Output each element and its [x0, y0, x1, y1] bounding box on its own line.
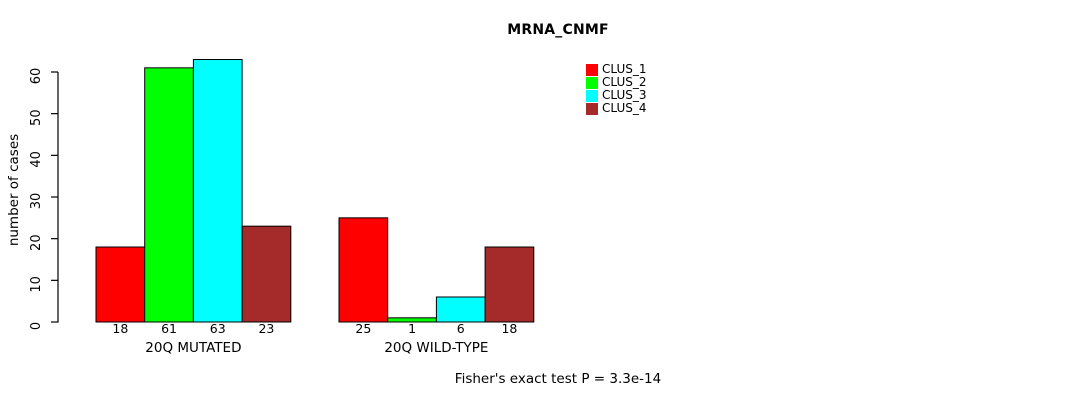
bar-value-label: 6 [457, 321, 465, 336]
legend-label: CLUS_3 [602, 88, 647, 102]
y-tick-label: 0 [29, 322, 44, 330]
bar-clus_4-group-1 [484, 246, 535, 323]
legend-swatch-clus-3 [586, 89, 598, 102]
caption: Fisher's exact test P = 3.3e-14 [454, 371, 662, 387]
y-tick-label: 30 [29, 193, 44, 210]
bar-clus_3-group-0 [192, 59, 243, 323]
bar-clus_4-group-0 [241, 225, 292, 323]
bar-value-label: 25 [355, 321, 371, 336]
legend-item-clus-3: CLUS_3 [586, 89, 647, 102]
bar-value-label: 18 [501, 321, 517, 336]
bar-clus_1-group-0 [95, 246, 146, 323]
legend: CLUS_1 CLUS_2 CLUS_3 CLUS_4 [586, 63, 647, 115]
bar-value-label: 1 [408, 321, 416, 336]
bar-value-label: 23 [258, 321, 274, 336]
legend-label: CLUS_2 [602, 75, 647, 89]
bar-clus_3-group-1 [435, 296, 486, 323]
legend-item-clus-4: CLUS_4 [586, 102, 647, 115]
y-tick-label: 40 [29, 151, 44, 168]
bar-value-label: 63 [210, 321, 226, 336]
legend-label: CLUS_1 [602, 62, 647, 76]
legend-item-clus-1: CLUS_1 [586, 63, 647, 76]
bar-value-label: 18 [112, 321, 128, 336]
y-tick-label: 60 [29, 68, 44, 85]
x-group-label: 20Q MUTATED [145, 340, 241, 356]
bar-clus_2-group-0 [144, 67, 194, 323]
chart-title: MRNA_CNMF [507, 22, 609, 38]
x-group-label: 20Q WILD-TYPE [384, 340, 488, 356]
bar-value-label: 61 [161, 321, 177, 336]
legend-swatch-clus-4 [586, 102, 598, 115]
y-tick-label: 10 [29, 276, 44, 293]
y-tick-label: 20 [29, 234, 44, 251]
legend-swatch-clus-2 [586, 76, 598, 89]
legend-item-clus-2: CLUS_2 [586, 76, 647, 89]
bar-clus_1-group-1 [338, 217, 389, 323]
y-tick-label: 50 [29, 109, 44, 126]
legend-label: CLUS_4 [602, 101, 647, 115]
legend-swatch-clus-1 [586, 63, 598, 76]
